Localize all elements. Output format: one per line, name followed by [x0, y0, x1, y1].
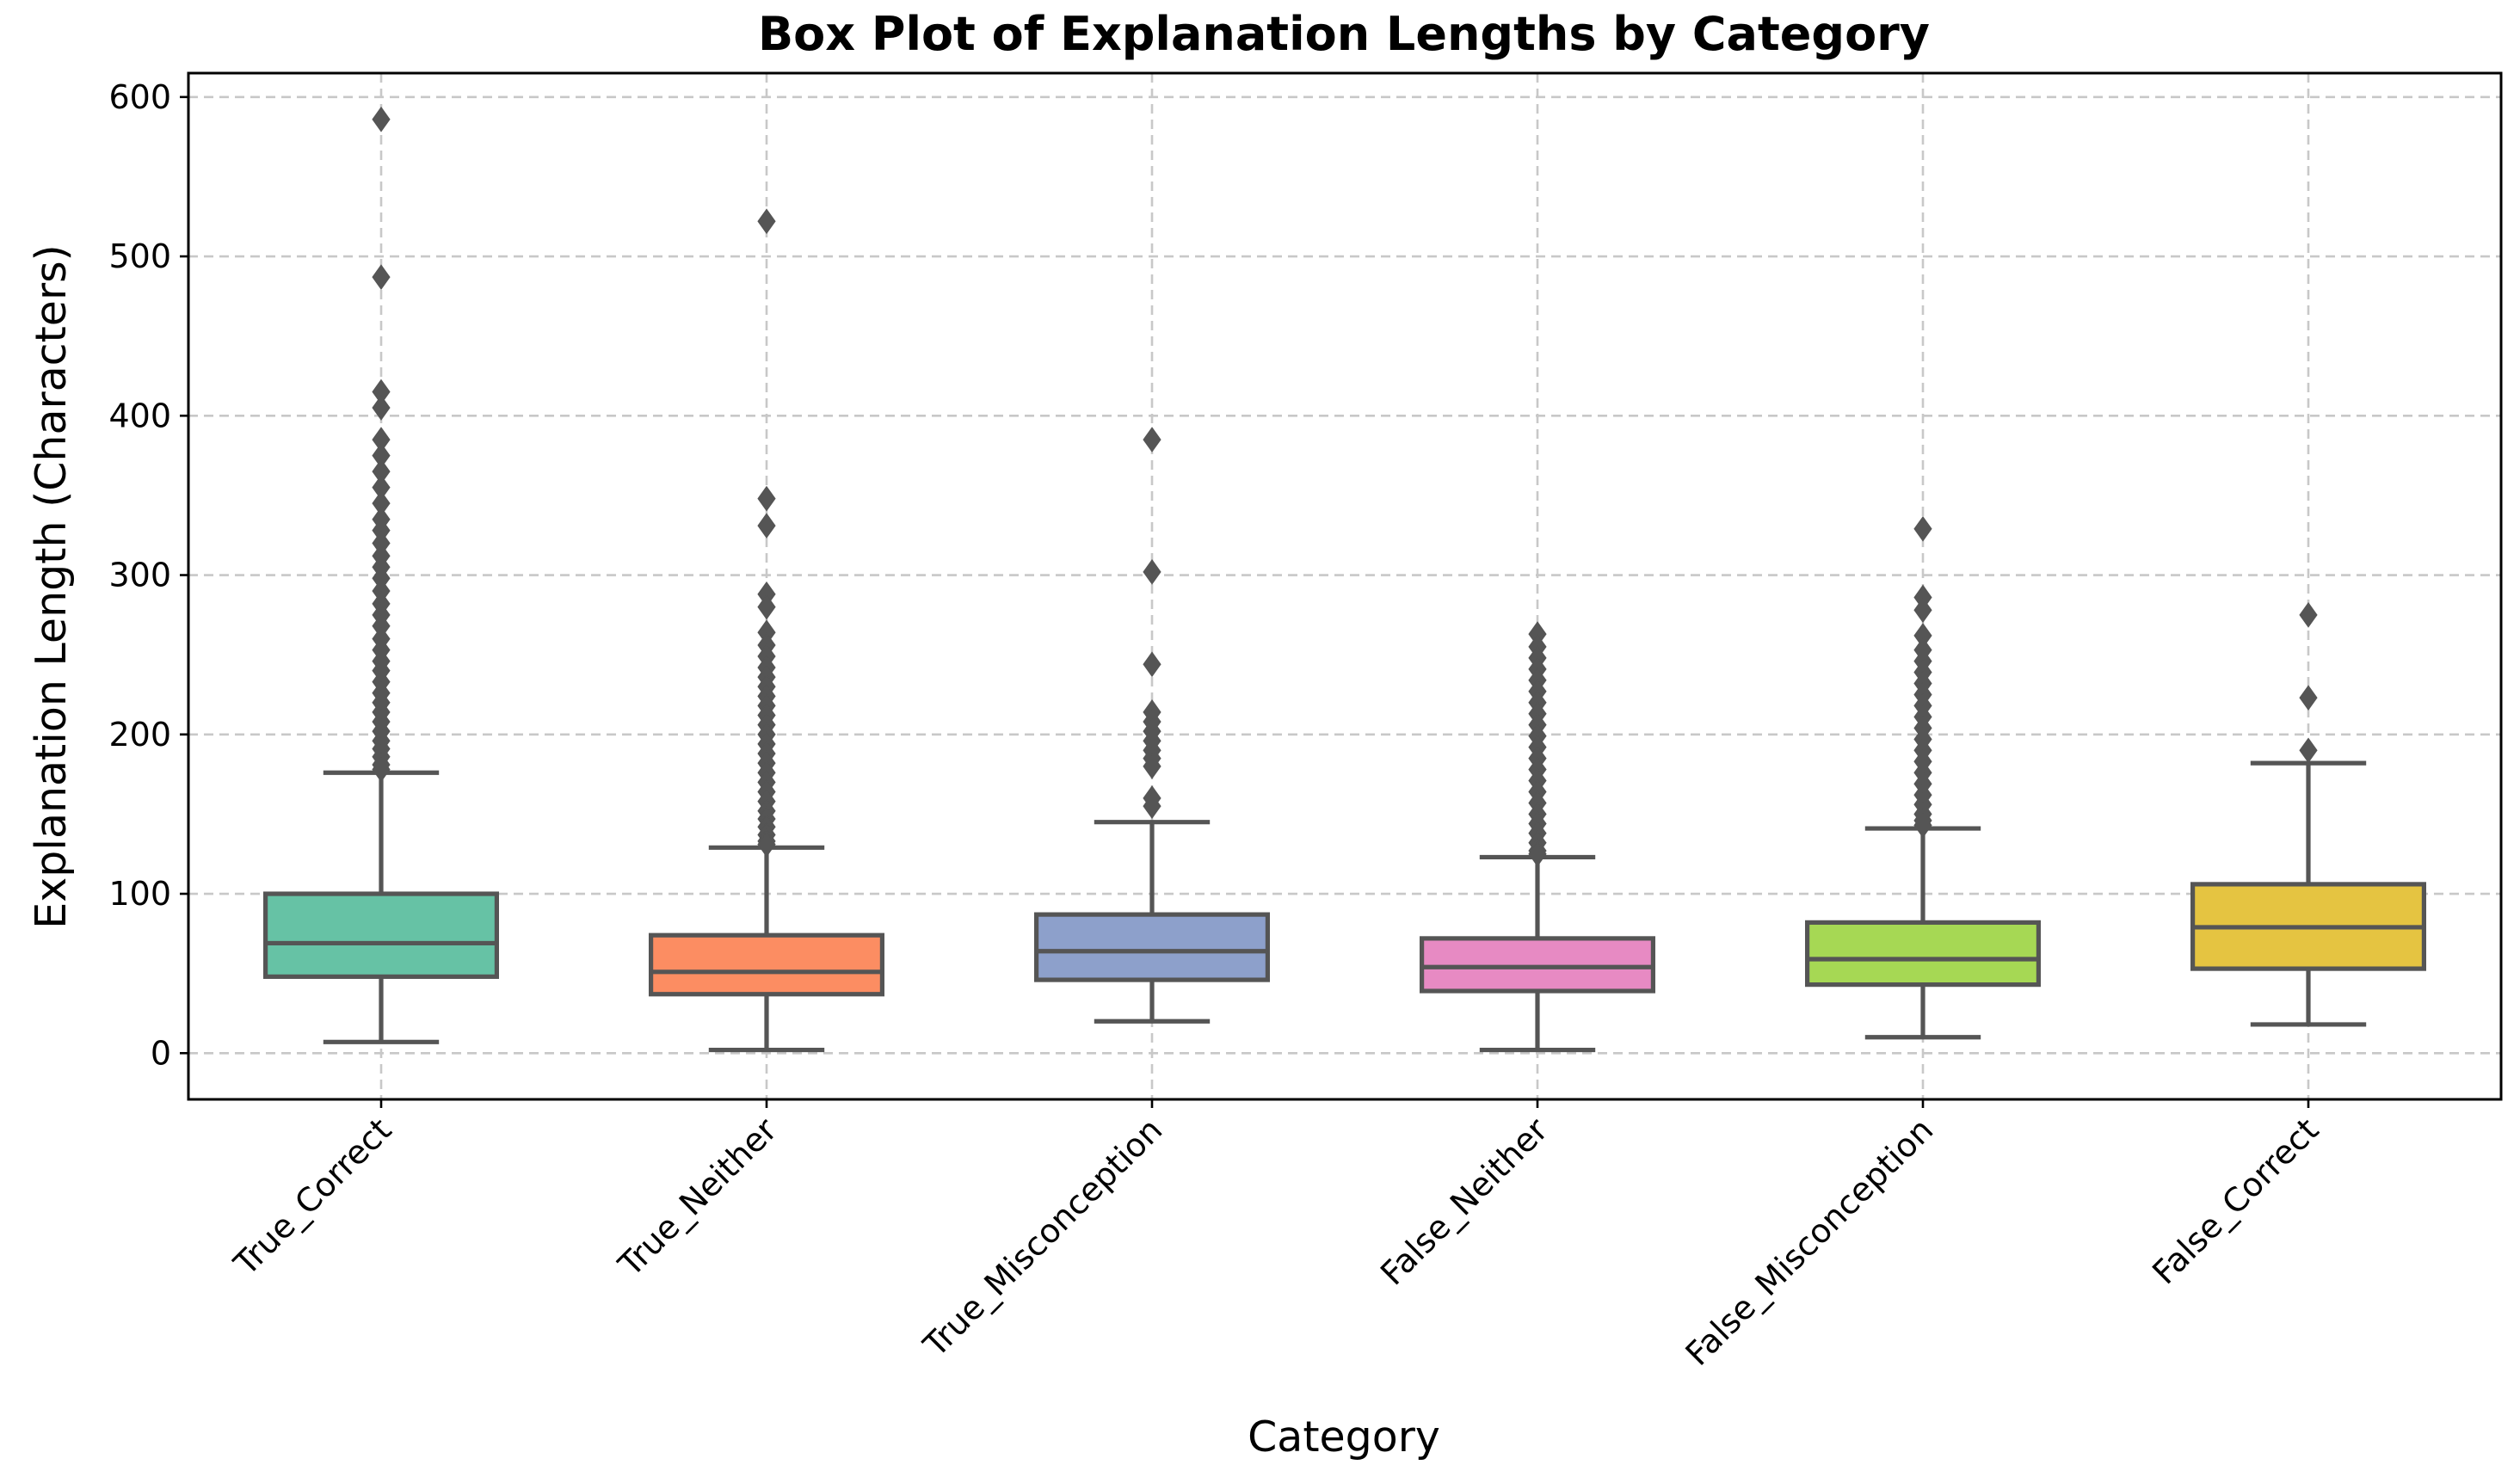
x-tick-label-False_Correct: False_Correct [2145, 1111, 2326, 1291]
box-False_Misconception [1805, 515, 2042, 1040]
outlier-True_Neither-28 [757, 831, 776, 858]
y-tick-label-500: 500 [108, 237, 171, 275]
outlier-False_Correct-1 [2299, 685, 2318, 711]
x-tick-label-True_Correct: True_Correct [226, 1111, 398, 1283]
box-False_Neither [1419, 621, 1655, 1053]
outlier-True_Misconception-9 [1143, 753, 1161, 779]
y-tick-label-200: 200 [108, 716, 171, 754]
outlier-True_Neither-1 [757, 485, 776, 512]
outlier-True_Correct-0 [372, 106, 391, 132]
outlier-False_Correct-2 [2299, 737, 2318, 764]
x-axis-ticks: True_Correct True_Neither True_Misconcepti… [226, 1099, 2326, 1373]
x-tick-label-True_Misconception: True_Misconception [915, 1111, 1169, 1364]
y-tick-label-100: 100 [108, 875, 171, 913]
y-tick-label-0: 0 [151, 1034, 171, 1072]
y-axis-ticks: 0 100 200 300 400 500 600 [108, 78, 188, 1072]
iqr-box-True_Misconception [1033, 912, 1270, 982]
iqr-box-False_Neither [1419, 936, 1655, 994]
plot-frame [187, 71, 2503, 1101]
outlier-True_Misconception-0 [1143, 427, 1161, 452]
grid-lines [188, 73, 2501, 1099]
box-True_Neither [648, 208, 884, 1053]
iqr-box-True_Correct [263, 891, 499, 979]
outlier-False_Misconception-0 [1913, 515, 1932, 542]
x-tick-label-False_Misconception: False_Misconception [1679, 1111, 1941, 1373]
x-axis-label: Category [1248, 1412, 1440, 1462]
outlier-True_Misconception-11 [1143, 793, 1161, 820]
boxes [263, 106, 2427, 1053]
outlier-True_Correct-3 [372, 395, 391, 421]
outlier-True_Misconception-2 [1143, 651, 1161, 678]
outlier-False_Misconception-21 [1913, 812, 1932, 839]
outlier-True_Neither-4 [757, 594, 776, 620]
outlier-False_Correct-0 [2299, 601, 2318, 628]
box-True_Correct [263, 106, 499, 1044]
box-True_Misconception [1033, 427, 1270, 1024]
y-tick-label-300: 300 [108, 557, 171, 594]
outlier-True_Correct-1 [372, 264, 391, 290]
outlier-True_Correct-33 [372, 756, 391, 783]
chart-title: Box Plot of Explanation Lengths by Categ… [758, 7, 1930, 61]
iqr-box-True_Neither [648, 932, 884, 997]
outlier-True_Misconception-1 [1143, 558, 1161, 585]
outlier-True_Neither-0 [757, 208, 776, 235]
outlier-False_Misconception-2 [1913, 597, 1932, 624]
outlier-False_Neither-21 [1528, 840, 1547, 867]
x-tick-label-True_Neither: True_Neither [611, 1111, 785, 1284]
x-tick-label-False_Neither: False_Neither [1373, 1111, 1556, 1293]
y-tick-label-600: 600 [108, 78, 171, 116]
outlier-True_Neither-2 [757, 513, 776, 538]
y-tick-label-400: 400 [108, 397, 171, 434]
y-axis-label: Explanation Length (Characters) [27, 244, 76, 928]
iqr-box-False_Misconception [1805, 920, 2042, 988]
box-False_Correct [2190, 601, 2427, 1027]
